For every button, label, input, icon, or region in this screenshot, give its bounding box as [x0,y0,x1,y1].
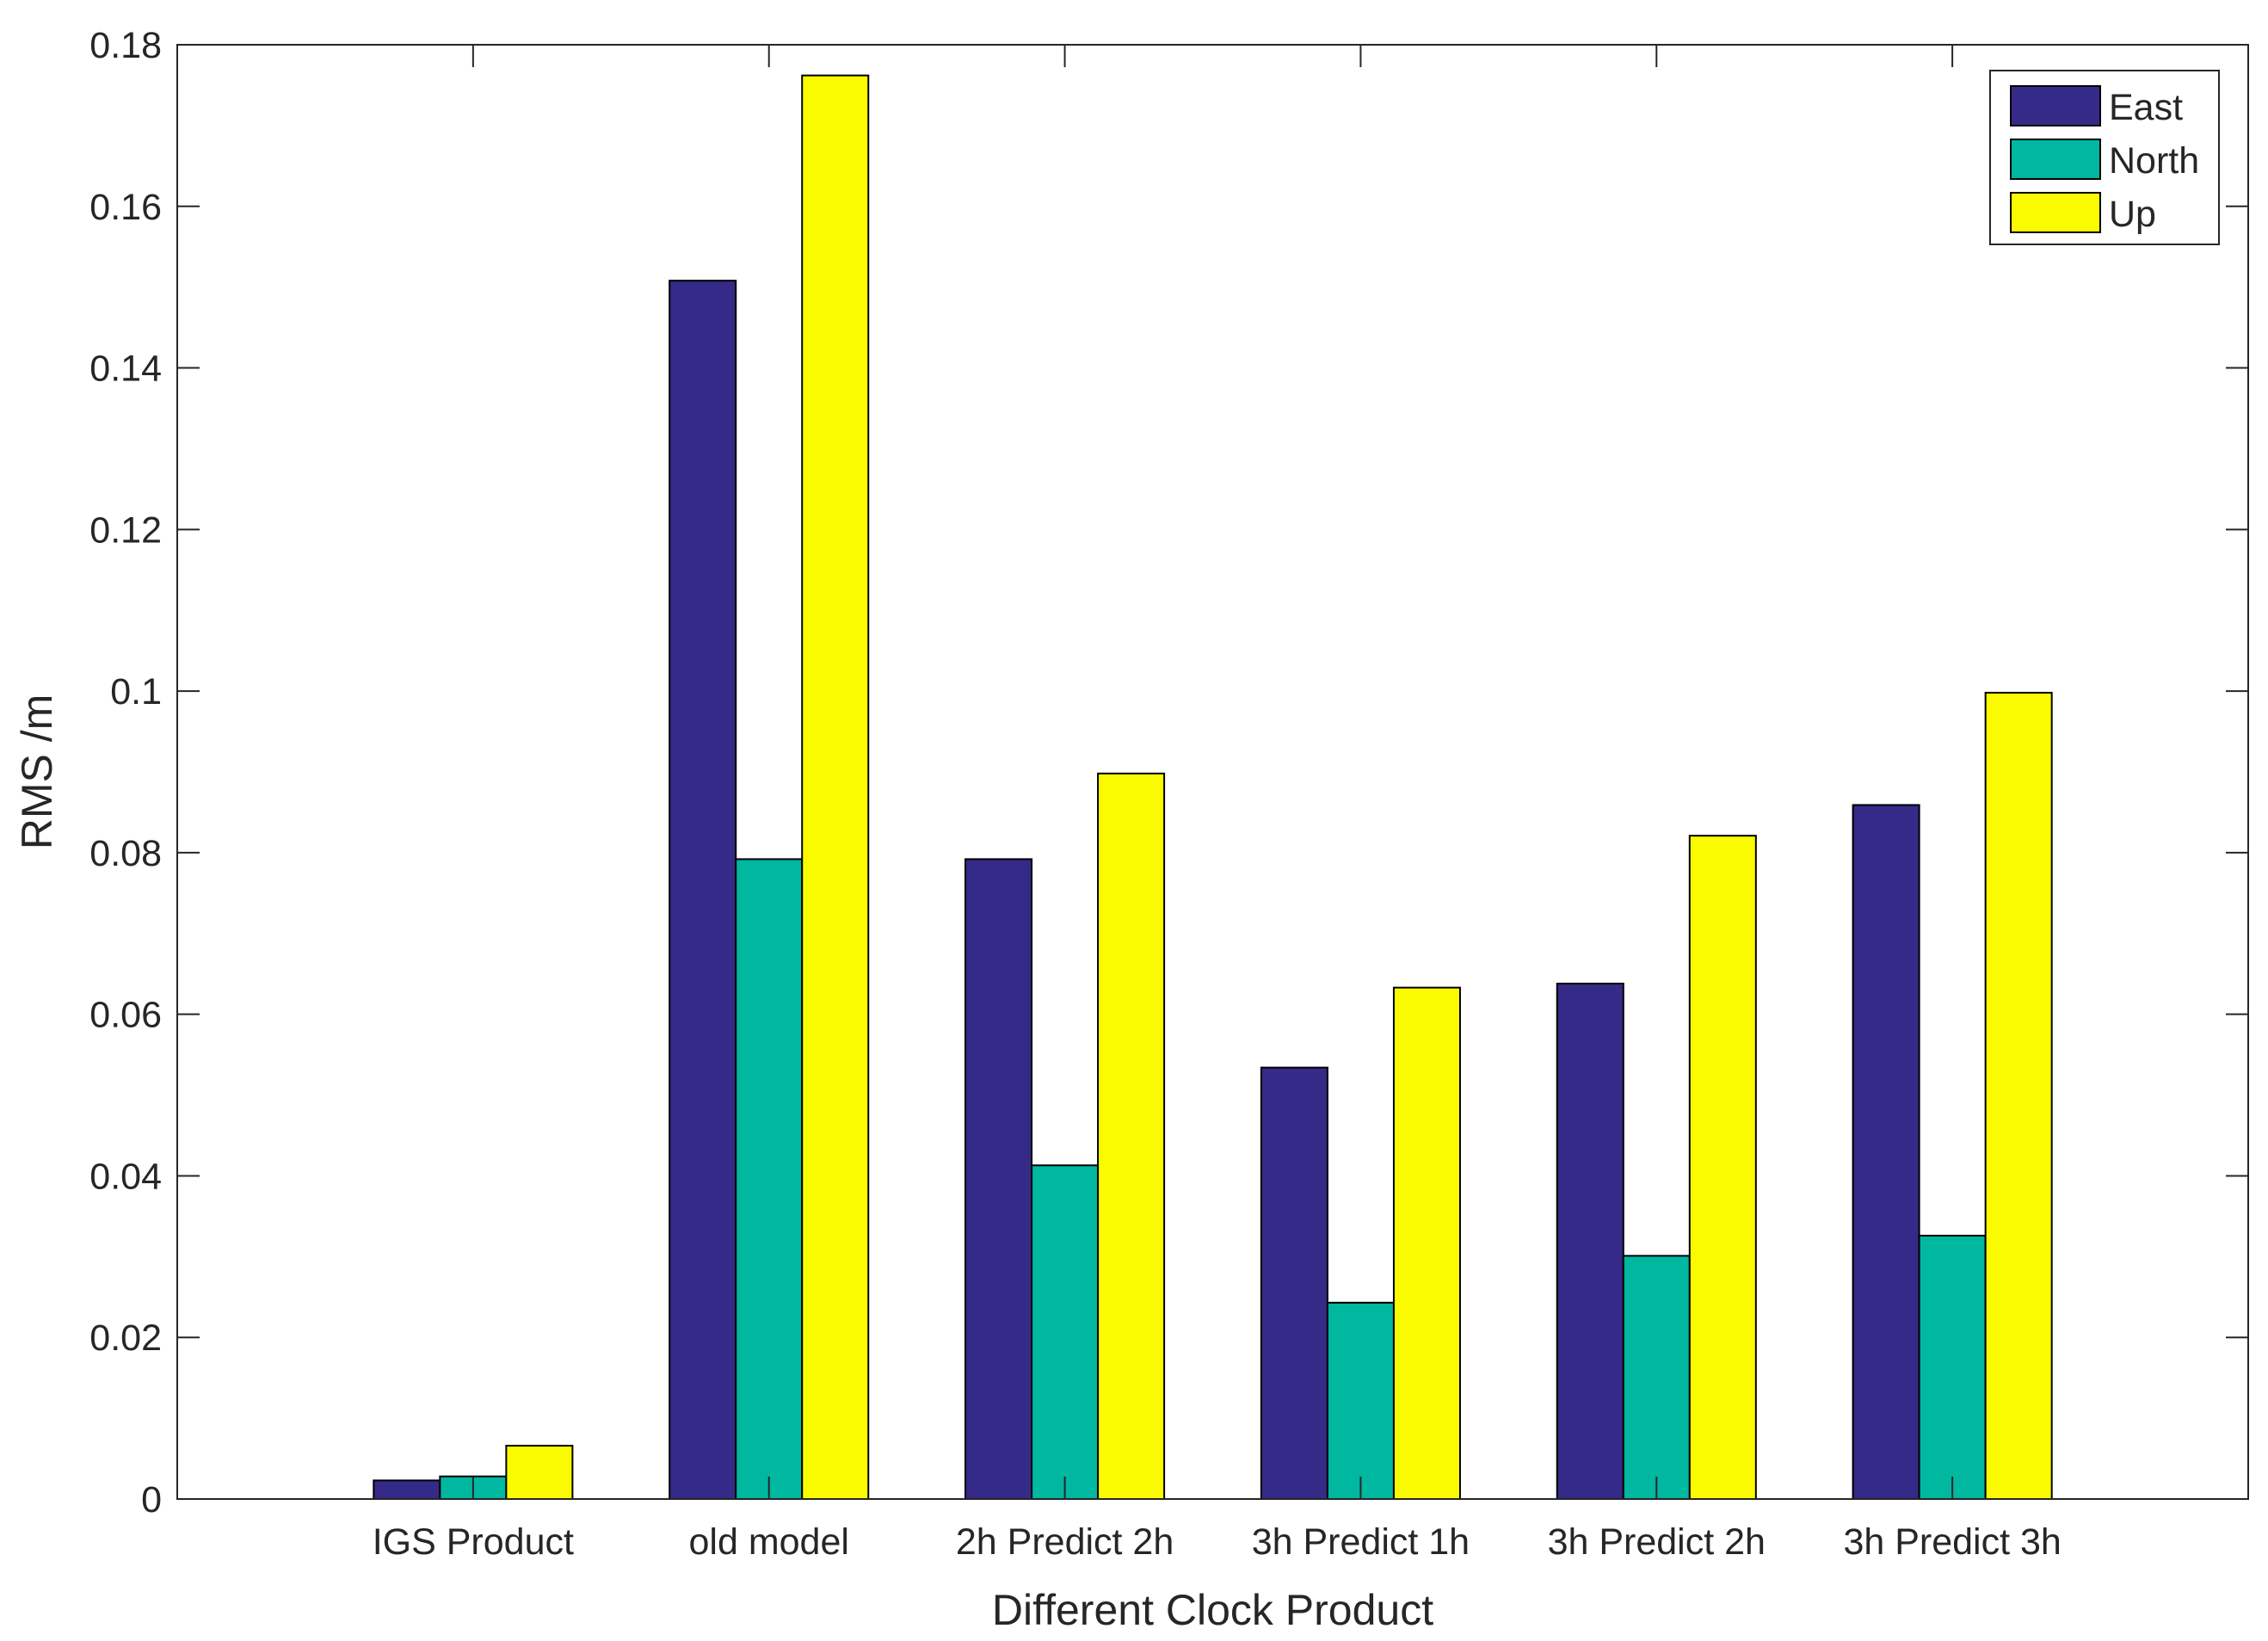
bar-2h-predict-2h-north [1031,1164,1100,1500]
bar-3h-predict-2h-east [1556,982,1624,1500]
bar-3h-predict-2h-up [1688,835,1757,1500]
y-tick-label: 0.1 [110,671,162,713]
y-tick-label: 0.08 [89,833,162,874]
x-tick-label-2h-predict-2h: 2h Predict 2h [956,1521,1174,1563]
x-tick-label-3h-predict-3h: 3h Predict 3h [1843,1521,2061,1563]
x-tick-label-old-model: old model [688,1521,848,1563]
bar-igs-product-up [505,1445,574,1500]
bar-2h-predict-2h-east [965,858,1033,1500]
legend-label-up: Up [2109,194,2156,235]
plot-area-frame [176,44,2249,1500]
bar-3h-predict-1h-east [1260,1066,1328,1500]
bar-3h-predict-1h-north [1326,1301,1395,1500]
bar-old-model-up [801,74,870,1501]
bar-3h-predict-3h-north [1918,1234,1987,1501]
bar-old-model-east [669,280,737,1501]
legend-label-east: East [2109,87,2183,128]
legend-swatch-east [2010,85,2101,126]
y-tick-label: 0 [141,1479,162,1521]
bar-igs-product-east [373,1479,441,1500]
legend-swatch-north [2010,139,2101,180]
y-axis-tick-labels: 0 0.02 0.04 0.06 0.08 0.1 0.12 0.14 0.16 0.18 [89,25,162,1521]
y-tick-label: 0.18 [89,25,162,66]
legend-swatch-up [2010,192,2101,233]
x-tick-label-3h-predict-1h: 3h Predict 1h [1252,1521,1470,1563]
x-tick-label-3h-predict-2h: 3h Predict 2h [1548,1521,1766,1563]
bar-3h-predict-2h-north [1622,1255,1691,1500]
bar-3h-predict-3h-east [1852,804,1920,1500]
legend: East North Up [1989,70,2220,245]
bar-old-model-north [735,858,804,1500]
y-tick-label: 0.02 [89,1317,162,1359]
y-tick-label: 0.06 [89,995,162,1036]
x-axis-label: Different Clock Product [992,1586,1433,1634]
axis-ticks [176,44,2249,1500]
y-tick-label: 0.16 [89,187,162,228]
y-tick-label: 0.14 [89,349,162,390]
bar-3h-predict-1h-up [1392,986,1461,1500]
bar-3h-predict-3h-up [1984,691,2053,1500]
x-axis-tick-labels: IGS Product old model 2h Predict 2h 3h Pred… [373,1521,2062,1563]
x-tick-label-igs-product: IGS Product [373,1521,574,1563]
y-tick-label: 0.04 [89,1156,162,1197]
bar-2h-predict-2h-up [1097,772,1166,1500]
bars-group [373,74,2053,1501]
legend-label-north: North [2109,140,2199,182]
y-axis-label: RMS /m [13,694,61,850]
y-tick-label: 0.12 [89,509,162,551]
